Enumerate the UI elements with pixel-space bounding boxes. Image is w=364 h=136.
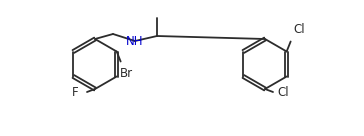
Text: NH: NH [126, 35, 144, 47]
Text: F: F [72, 86, 78, 98]
Text: Cl: Cl [294, 23, 305, 36]
Text: Cl: Cl [277, 86, 289, 100]
Text: Br: Br [120, 67, 133, 80]
